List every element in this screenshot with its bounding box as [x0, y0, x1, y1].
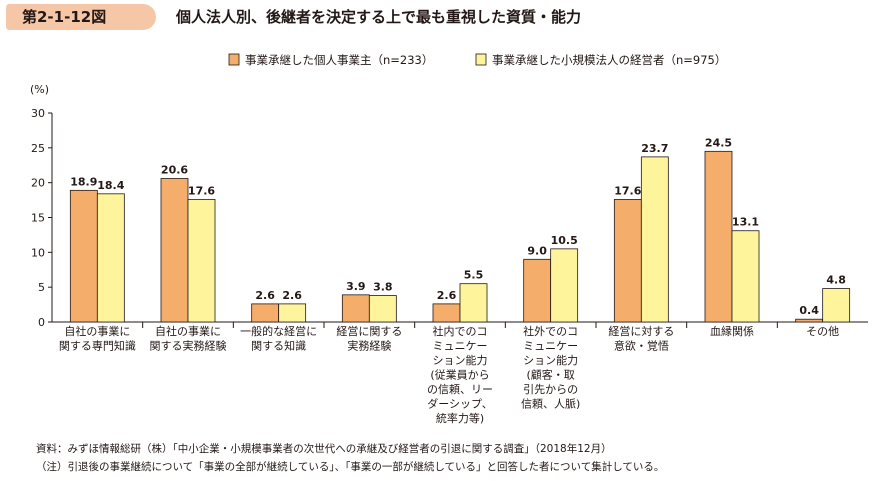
bar-series-2 — [731, 230, 760, 323]
legend-label-2: 事業承継した小規模法人の経営者（n=975） — [492, 53, 726, 67]
category-label: (顧客・取 — [527, 368, 575, 382]
data-label-series-2: 23.7 — [641, 142, 668, 155]
data-label-series-1: 17.6 — [614, 184, 641, 197]
bar-series-1 — [69, 189, 98, 323]
note: （注）引退後の事業継続について「事業の全部が継続している」、「事業の一部が継続し… — [36, 461, 665, 473]
category-label: 血縁関係 — [710, 324, 754, 338]
figure-label: 第2-1-12図 — [6, 4, 156, 30]
category-label: 一般的な経営に — [240, 324, 317, 338]
data-label-series-1: 24.5 — [705, 136, 732, 149]
bar-series-1 — [432, 303, 461, 323]
category-label: ション能力 — [433, 353, 488, 367]
legend-label-1: 事業承継した個人事業主（n=233） — [245, 53, 433, 67]
category-label: 引先からの — [523, 382, 578, 396]
category-label: 自社の事業に — [64, 324, 130, 338]
legend-swatch-2 — [475, 53, 487, 66]
category-label: (従業員から — [430, 369, 489, 382]
bar-series-1 — [613, 198, 642, 323]
y-tick-label: 10 — [31, 246, 45, 259]
bar-series-2 — [368, 295, 397, 323]
bar-series-2 — [822, 288, 851, 323]
category-label: 実務経験 — [347, 339, 391, 353]
category-label: 自社の事業に — [155, 324, 221, 338]
y-tick-label: 30 — [31, 107, 45, 120]
data-label-series-2: 18.4 — [97, 179, 124, 192]
category-label: ミュニケー — [433, 340, 488, 353]
bar-chart: 事業承継した個人事業主（n=233） 事業承継した小規模法人の経営者（n=975）… — [30, 53, 868, 425]
data-label-series-2: 3.8 — [373, 281, 393, 294]
bar-series-1 — [160, 178, 189, 323]
bar-series-2 — [96, 193, 125, 323]
bar-series-1 — [251, 303, 280, 323]
bar-series-2 — [278, 303, 307, 323]
y-tick-label: 0 — [38, 316, 45, 329]
data-label-series-2: 13.1 — [732, 216, 759, 229]
data-label-series-1: 20.6 — [161, 163, 188, 176]
data-label-series-1: 2.6 — [437, 289, 457, 302]
category-label: 社外でのコ — [523, 324, 578, 338]
category-label: 統率力等) — [436, 411, 484, 425]
data-label-series-2: 4.8 — [826, 274, 846, 287]
data-label-series-2: 2.6 — [282, 289, 302, 302]
bar-series-1 — [704, 150, 733, 323]
footnotes: 資料：みずほ情報総研（株）「中小企業・小規模事業者の次世代への承継及び経営者の引… — [36, 440, 664, 476]
legend-swatch-1 — [228, 53, 240, 66]
data-label-series-1: 18.9 — [70, 175, 97, 188]
bar-series-1 — [523, 258, 552, 323]
y-tick-label: 5 — [38, 281, 45, 294]
bar-series-2 — [550, 248, 579, 323]
bar-series-1 — [795, 318, 824, 323]
category-label: 社内でのコ — [433, 324, 488, 338]
data-label-series-2: 5.5 — [464, 269, 484, 282]
bar-series-1 — [341, 294, 370, 323]
category-label: 意欲・覚悟 — [614, 339, 669, 353]
category-label: その他 — [806, 325, 839, 338]
chart-title: 個人法人別、後継者を決定する上で最も重視した資質・能力 — [176, 8, 582, 26]
category-label: 関する実務経験 — [150, 339, 227, 353]
bar-series-2 — [640, 156, 669, 323]
category-label: ミュニケー — [523, 340, 578, 353]
category-label: 関する知識 — [251, 339, 306, 353]
data-label-series-2: 10.5 — [551, 234, 578, 247]
data-label-series-1: 3.9 — [346, 280, 366, 293]
data-label-series-1: 2.6 — [255, 289, 275, 302]
y-tick-label: 20 — [31, 177, 45, 190]
data-label-series-1: 9.0 — [527, 244, 547, 257]
source-note: 資料：みずほ情報総研（株）「中小企業・小規模事業者の次世代への承継及び経営者の引… — [36, 443, 612, 455]
category-label: 信頼、人脈) — [521, 397, 580, 411]
category-label: 経営に関する — [336, 324, 402, 338]
category-label: 関する専門知識 — [59, 339, 136, 353]
y-axis-unit: (%) — [30, 83, 49, 96]
category-label: の信頼、リー — [427, 383, 493, 396]
y-tick-label: 15 — [31, 212, 45, 225]
bar-series-2 — [187, 198, 216, 323]
category-label: ション能力 — [523, 353, 578, 367]
data-label-series-2: 17.6 — [188, 184, 215, 197]
data-label-series-1: 0.4 — [799, 304, 819, 317]
bar-series-2 — [459, 283, 488, 323]
category-label: 経営に対する — [608, 324, 674, 338]
y-tick-label: 25 — [31, 142, 45, 155]
category-label: ダーシップ、 — [427, 397, 492, 411]
